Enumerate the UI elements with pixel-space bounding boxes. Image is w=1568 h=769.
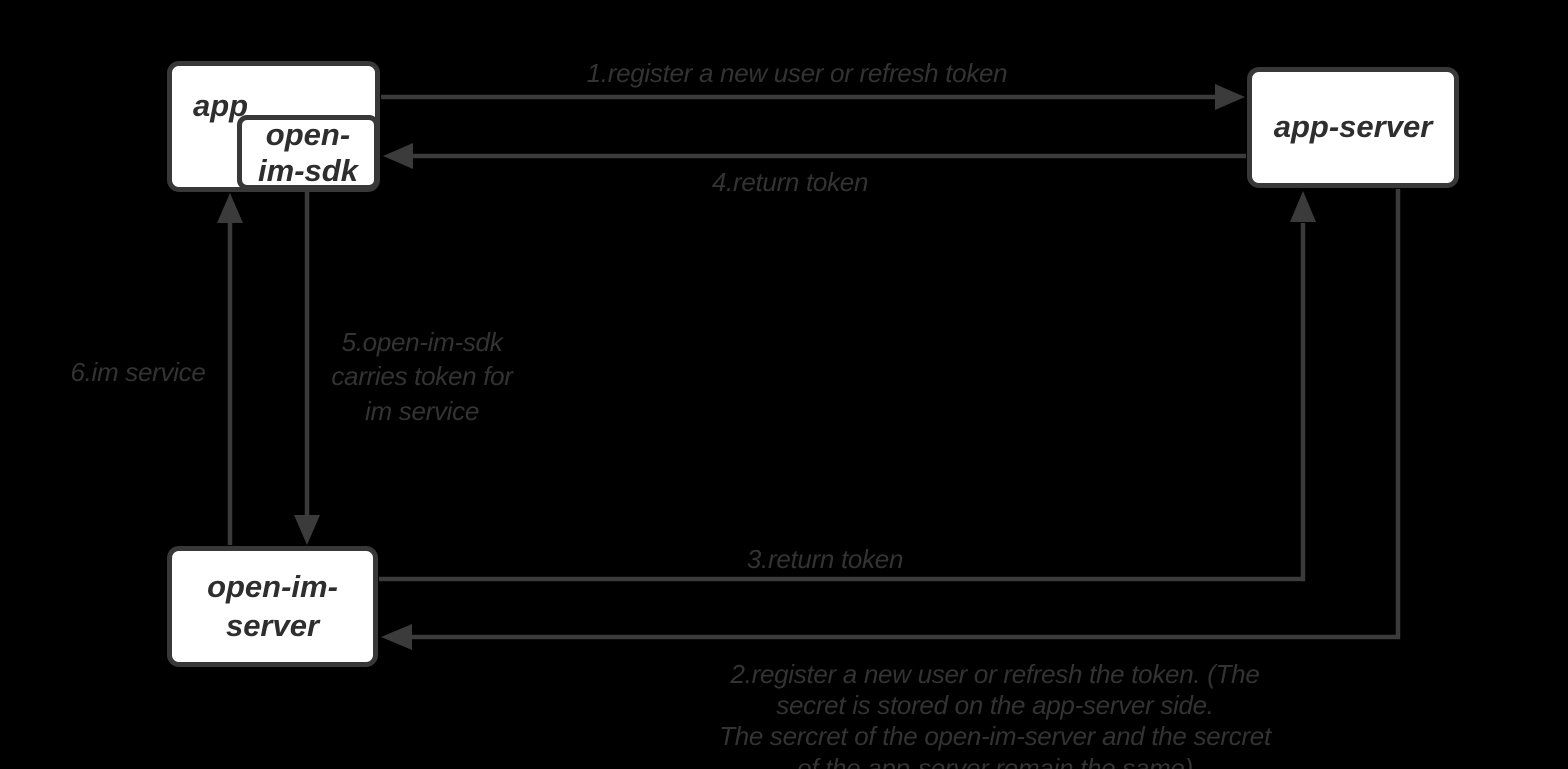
arrowhead-left-icon [381,624,412,650]
edge-label-register-secret-note: 2.register a new user or refresh the tok… [719,659,1271,769]
node-app-label: app [193,88,249,123]
edge-label-return-token-3: 3.return token [746,544,904,574]
node-open-im-server-label: open-im- server [207,568,338,643]
arrowhead-down-icon [294,515,320,545]
edge-label-sdk-carries-token: 5.open-im-sdk carries token for im servi… [331,327,513,426]
edge-label-register-new-user: 1.register a new user or refresh token [586,58,1008,88]
arrowhead-right-icon [1215,84,1245,110]
edge-label-im-service: 6.im service [70,357,206,387]
node-open-im-sdk-label: open- im-sdk [258,116,358,188]
arrow-line-register-token-2 [412,189,1401,640]
arrowhead-up-icon [217,193,243,223]
arrowhead-up-icon [1290,191,1316,222]
node-open-im-server: open-im- server [167,546,378,667]
arrowhead-left-icon [383,143,413,169]
node-open-im-sdk: open- im-sdk [237,115,379,190]
node-app-server-label: app-server [1273,109,1433,145]
arrow-line-return-token-3 [379,223,1306,582]
node-app-server: app-server [1247,67,1459,188]
edge-label-return-token-4: 4.return token [711,167,869,197]
